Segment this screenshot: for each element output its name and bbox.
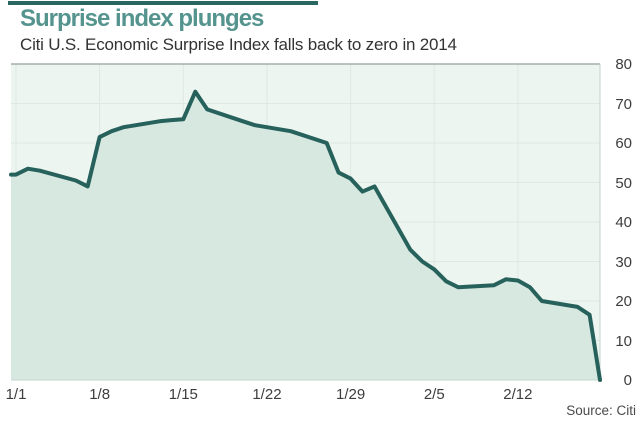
x-axis-label: 1/29: [335, 386, 366, 403]
y-axis-label: 60: [615, 135, 632, 152]
x-axis-label: 1/1: [5, 386, 27, 403]
y-axis-label: 0: [623, 372, 632, 389]
y-axis-label: 20: [615, 293, 632, 310]
chart-line: [9, 89, 602, 382]
y-axis-label: 30: [615, 253, 632, 271]
page-subtitle: Citi U.S. Economic Surprise Index falls …: [20, 35, 457, 54]
y-axis-label: 70: [615, 95, 632, 113]
x-axis-label: 1/22: [252, 386, 282, 403]
x-axis-label: 2/5: [423, 386, 445, 403]
y-axis-label: 40: [615, 214, 632, 231]
x-axis-label: 2/12: [503, 386, 533, 403]
x-axis-label: 1/8: [89, 386, 111, 403]
y-axis-label: 10: [615, 332, 632, 350]
source-label: Source: Citi: [566, 403, 636, 418]
top-accent-bar: [8, 1, 318, 5]
y-axis-label: 50: [615, 174, 632, 192]
y-axis-label: 80: [615, 56, 632, 73]
x-axis-label: 1/15: [168, 386, 198, 403]
chart-area-fill: [11, 91, 600, 380]
page-title: Surprise index plunges: [20, 5, 264, 32]
